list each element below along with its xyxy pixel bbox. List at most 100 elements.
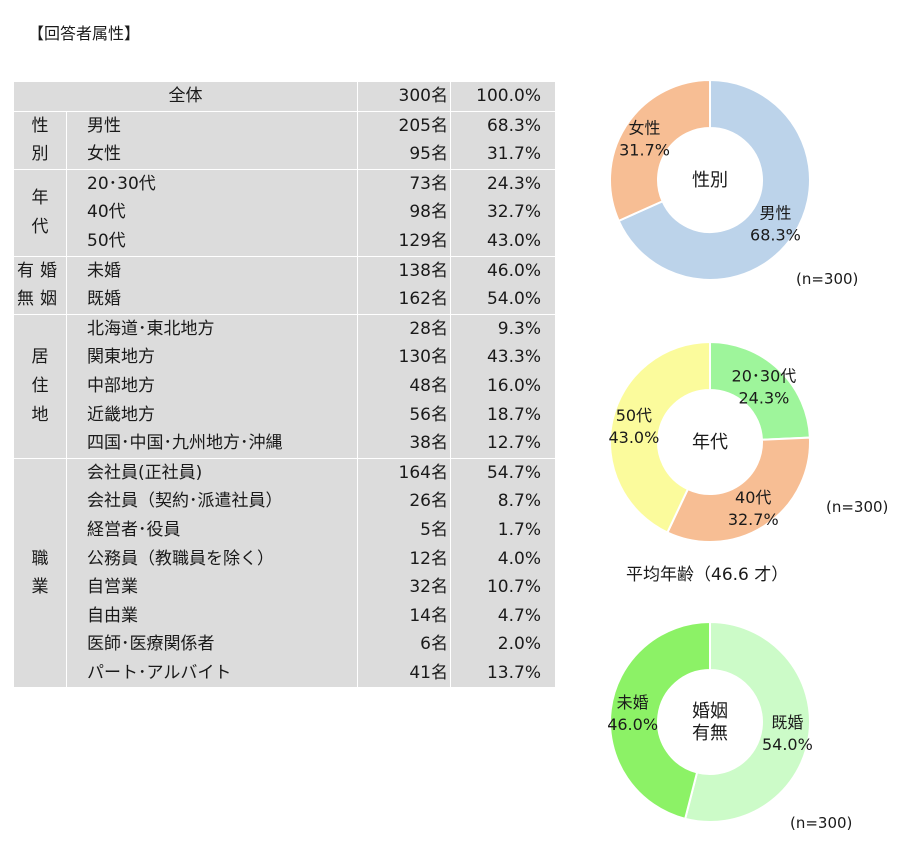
row-count: 205名 (357, 110, 451, 141)
slice-name-label: 未婚 (617, 693, 649, 712)
row-count: 14名 (357, 601, 451, 631)
donut-center-title: 有無 (692, 723, 728, 744)
slice-value-label: 46.0% (607, 715, 658, 734)
row-count: 32名 (357, 573, 451, 602)
age-donut-svg: 20･30代 24.3% 40代 32.7% 50代 43.0% 年代 (608, 340, 811, 543)
row-count: 162名 (357, 285, 451, 315)
row-label: 四国･中国･九州地方･沖縄 (66, 429, 358, 459)
slice-value-label: 68.3% (750, 225, 801, 244)
slice-name-label: 男性 (759, 203, 791, 222)
table-row: 近畿地方 56名 18.7% (14, 400, 555, 430)
slice-name-label: 既婚 (771, 713, 803, 732)
total-label: 全体 (14, 82, 358, 112)
table-row: 性別 男性 205名 68.3% (14, 110, 555, 170)
total-percent: 100.0% (476, 86, 541, 106)
slice-name-label: 20･30代 (732, 367, 797, 386)
row-count: 73名 (357, 168, 451, 199)
gender-n-label: (n=300) (796, 270, 859, 288)
table-row: 居住地 北海道･東北地方 28名 9.3% (14, 313, 555, 459)
row-label: 公務員（教職員を除く） (66, 544, 358, 574)
row-percent: 4.0% (497, 548, 541, 569)
age-n-label: (n=300) (826, 498, 889, 516)
section-title: 【回答者属性】 (28, 24, 141, 43)
row-percent: 46.0% (450, 255, 555, 286)
slice-name-label: 女性 (629, 119, 661, 138)
row-label: パート･アルバイト (66, 658, 358, 688)
row-percent: 2.0% (497, 634, 541, 655)
row-percent: 16.0% (486, 375, 541, 396)
marital-n-label: (n=300) (790, 814, 853, 832)
row-count: 38名 (357, 429, 451, 459)
donut-slice (683, 620, 812, 823)
donut-slice (617, 78, 811, 281)
age-donut-chart: 20･30代 24.3% 40代 32.7% 50代 43.0% 年代 (600, 332, 820, 552)
respondent-attributes-table: 全体 300名 100.0% 性別 男性 205名 68.3% 女性 95名 31.7% 年代 20･… (14, 82, 555, 688)
row-percent: 54.7% (450, 457, 555, 488)
row-count: 129名 (357, 226, 451, 257)
row-count: 48名 (357, 371, 451, 401)
row-label: 会社員(正社員) (66, 457, 358, 488)
row-percent: 43.3% (486, 347, 541, 368)
table-row: 年代 20･30代 73名 24.3% (14, 168, 555, 257)
row-label: 未婚 (66, 255, 358, 286)
slice-name-label: 50代 (616, 406, 652, 425)
table-row: 40代 98名 32.7% (14, 198, 555, 227)
table-row: 公務員（教職員を除く） 12名 4.0% (14, 544, 555, 574)
row-label: 男性 (66, 110, 358, 141)
row-count: 138名 (357, 255, 451, 286)
row-percent: 4.7% (497, 605, 541, 626)
row-label: 会社員（契約･派遣社員） (66, 487, 358, 516)
row-label: 関東地方 (66, 343, 358, 372)
donut-center-title: 年代 (692, 432, 728, 453)
table-row: 自営業 32名 10.7% (14, 573, 555, 602)
row-percent: 24.3% (450, 168, 555, 199)
row-count: 98名 (357, 198, 451, 227)
average-age-note: 平均年齢（46.6 才） (626, 565, 789, 585)
table-row: 中部地方 48名 16.0% (14, 371, 555, 401)
table-row: 職業 会社員(正社員) 164名 54.7% (14, 457, 555, 688)
slice-value-label: 54.0% (762, 735, 813, 754)
row-label: 女性 (66, 140, 358, 170)
category-cell: 年代 (14, 168, 67, 257)
table-row: 50代 129名 43.0% (14, 226, 555, 257)
row-percent: 43.0% (486, 230, 541, 251)
table-total-row: 全体 300名 100.0% (14, 82, 555, 112)
row-percent: 31.7% (486, 144, 541, 165)
row-label: 20･30代 (66, 168, 358, 199)
slice-value-label: 24.3% (739, 389, 790, 408)
total-count: 300名 (357, 82, 451, 112)
row-label: 医師･医療関係者 (66, 630, 358, 659)
donut-slice (609, 340, 711, 534)
table-row: パート･アルバイト 41名 13.7% (14, 658, 555, 688)
donut-slice (609, 620, 711, 821)
row-label: 自営業 (66, 573, 358, 602)
row-count: 41名 (357, 658, 451, 688)
row-count: 28名 (357, 313, 451, 344)
row-label: 50代 (66, 226, 358, 257)
category-cell: 居住地 (14, 313, 67, 459)
category-cell: 有婚無姻 (14, 255, 67, 315)
row-percent: 1.7% (497, 519, 541, 540)
gender-donut-chart: 男性 68.3% 女性 31.7% 性別 (600, 70, 820, 290)
row-label: 経営者･役員 (66, 515, 358, 545)
row-count: 56名 (357, 400, 451, 430)
category-label: 職業 (31, 548, 49, 598)
row-count: 6名 (357, 630, 451, 659)
row-label: 自由業 (66, 601, 358, 631)
category-cell: 職業 (14, 457, 67, 688)
table-row: 自由業 14名 4.7% (14, 601, 555, 631)
row-label: 中部地方 (66, 371, 358, 401)
table-row: 会社員（契約･派遣社員） 26名 8.7% (14, 487, 555, 516)
category-label: 年代 (31, 188, 49, 237)
category-label: 居住地 (31, 347, 49, 425)
category-label: 性別 (31, 115, 49, 165)
table-row: 四国･中国･九州地方･沖縄 38名 12.7% (14, 429, 555, 459)
table-row: 有婚無姻 未婚 138名 46.0% (14, 255, 555, 315)
row-label: 北海道･東北地方 (66, 313, 358, 344)
donut-slice (609, 78, 711, 223)
row-percent: 18.7% (486, 404, 541, 425)
row-percent: 10.7% (486, 577, 541, 598)
row-count: 12名 (357, 544, 451, 574)
row-percent: 32.7% (486, 202, 541, 223)
